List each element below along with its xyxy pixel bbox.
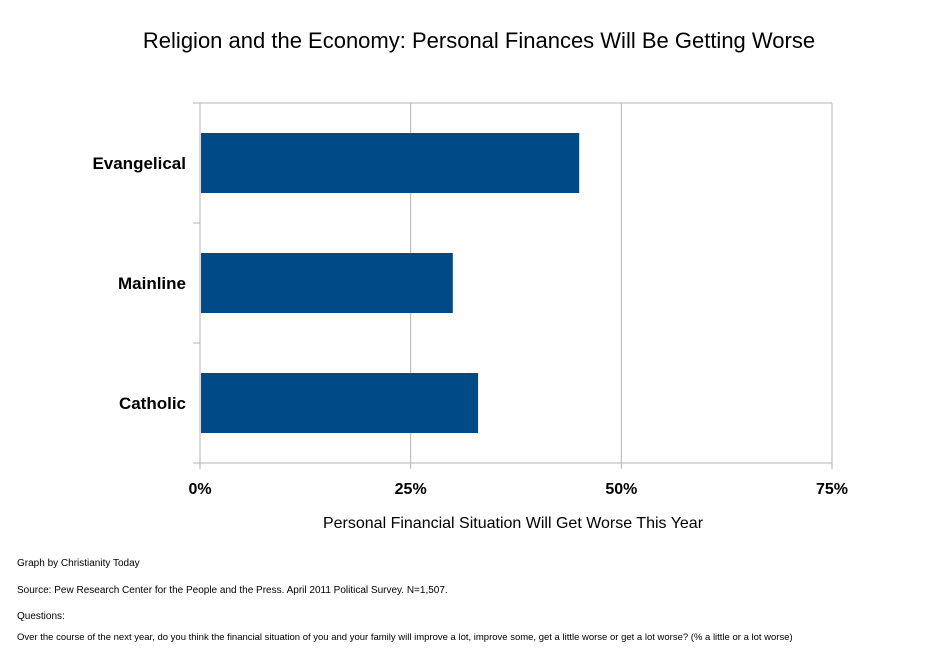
label-layer: 0% 25% 50% 75% Evangelical Mainline Catholic	[92, 154, 848, 498]
source-note: Source: Pew Research Center for the Peop…	[17, 585, 448, 596]
x-tick-label: 0%	[188, 481, 211, 498]
questions-label: Questions:	[17, 611, 65, 622]
x-axis-title: Personal Financial Situation Will Get Wo…	[323, 515, 704, 532]
category-label: Catholic	[119, 394, 186, 413]
chart-title: Religion and the Economy: Personal Finan…	[142, 28, 816, 53]
axis-layer	[193, 102, 833, 469]
credit-note: Graph by Christianity Today	[17, 558, 140, 569]
x-tick-label: 75%	[816, 481, 848, 498]
x-tick-label: 50%	[605, 481, 637, 498]
x-tick-label: 25%	[395, 481, 427, 498]
question-text: Over the course of the next year, do you…	[17, 632, 793, 643]
bar-mainline	[201, 253, 453, 313]
bar-evangelical	[201, 133, 580, 193]
category-label: Evangelical	[92, 154, 186, 173]
category-label: Mainline	[118, 274, 186, 293]
bar-catholic	[201, 373, 479, 433]
bar-layer	[201, 133, 580, 433]
